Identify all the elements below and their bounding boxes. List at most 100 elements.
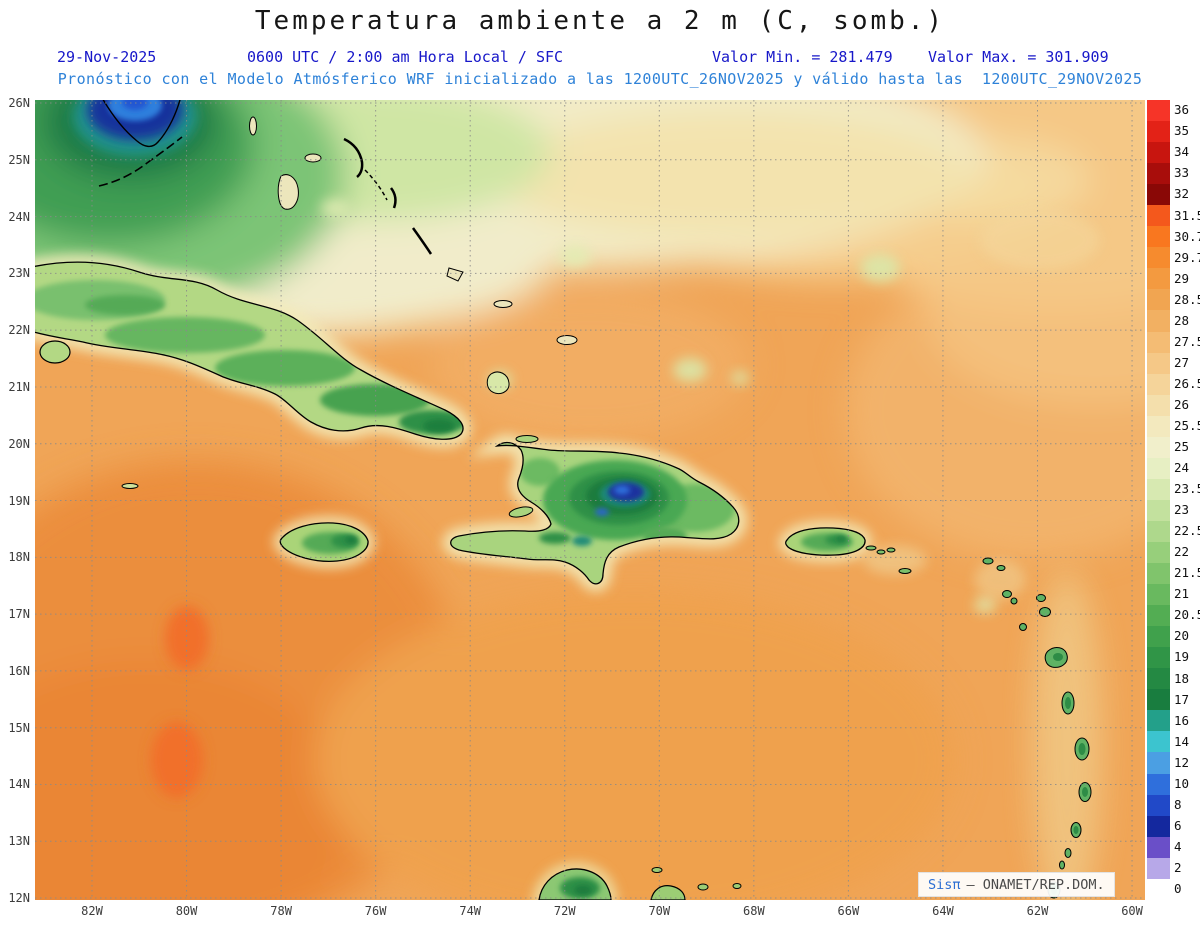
- colorbar-label: 33: [1174, 165, 1190, 181]
- colorbar-swatch: [1147, 289, 1170, 311]
- colorbar-swatch: [1147, 878, 1170, 900]
- map-area: [35, 100, 1145, 900]
- colorbar-entry: 17: [1147, 689, 1200, 711]
- colorbar-label: 20: [1174, 628, 1190, 644]
- page-title: Temperatura ambiente a 2 m (C, somb.): [254, 6, 946, 36]
- colorbar-swatch: [1147, 626, 1170, 648]
- colorbar-swatch: [1147, 647, 1170, 669]
- lat-tick-label: 15N: [8, 720, 30, 735]
- colorbar-label: 26: [1174, 396, 1190, 412]
- colorbar-label: 23.5: [1174, 481, 1200, 497]
- colorbar-swatch: [1147, 584, 1170, 606]
- colorbar-swatch: [1147, 331, 1170, 353]
- lat-tick-label: 19N: [8, 493, 30, 508]
- colorbar-entry: 34: [1147, 142, 1200, 164]
- colorbar-swatch: [1147, 520, 1170, 542]
- colorbar-entry: 26.5: [1147, 373, 1200, 395]
- colorbar-label: 6: [1174, 817, 1182, 833]
- lat-tick-label: 13N: [8, 834, 30, 849]
- colorbar-label: 4: [1174, 838, 1182, 854]
- watermark: Sisπ – ONAMET/REP.DOM.: [918, 872, 1115, 897]
- colorbar-entry: 23: [1147, 499, 1200, 521]
- lat-tick-label: 16N: [8, 663, 30, 678]
- colorbar-label: 14: [1174, 733, 1190, 749]
- colorbar-label: 8: [1174, 796, 1182, 812]
- lon-tick-label: 70W: [648, 904, 671, 918]
- colorbar-label: 2: [1174, 859, 1182, 875]
- grid-layer: [35, 100, 1145, 900]
- colorbar-label: 20.5: [1174, 607, 1200, 623]
- colorbar-entry: 20.5: [1147, 605, 1200, 627]
- lon-tick-label: 80W: [175, 904, 198, 918]
- colorbar-label: 25.5: [1174, 417, 1200, 433]
- cold-core-layer: [73, 100, 197, 156]
- lat-tick-label: 20N: [8, 436, 30, 451]
- colorbar-label: 25: [1174, 439, 1190, 455]
- colorbar-label: 17: [1174, 691, 1190, 707]
- colorbar-swatch: [1147, 605, 1170, 627]
- hot-spots-layer: [151, 606, 209, 798]
- colorbar-swatch: [1147, 815, 1170, 837]
- colorbar-entry: 25: [1147, 436, 1200, 458]
- lat-tick-label: 22N: [8, 323, 30, 338]
- colorbar-swatch: [1147, 352, 1170, 374]
- colorbar-entry: 24: [1147, 457, 1200, 479]
- valor-min-text: Valor Min. = 281.479: [712, 48, 893, 66]
- watermark-org: – ONAMET/REP.DOM.: [966, 876, 1105, 893]
- colorbar-swatch: [1147, 689, 1170, 711]
- colorbar-label: 24: [1174, 460, 1190, 476]
- colorbar-swatch: [1147, 668, 1170, 690]
- colorbar-entry: 8: [1147, 794, 1200, 816]
- lon-tick-label: 74W: [459, 904, 482, 918]
- colorbar-label: 27: [1174, 354, 1190, 370]
- colorbar-swatch: [1147, 310, 1170, 332]
- island-jamaica: [279, 522, 369, 562]
- colorbar-label: 12: [1174, 754, 1190, 770]
- island-cuba: [35, 261, 464, 489]
- sea-field-layer: [35, 100, 1145, 900]
- colorbar-entry: 25.5: [1147, 415, 1200, 437]
- colorbar-entry: 31.5: [1147, 205, 1200, 227]
- colorbar-swatch: [1147, 436, 1170, 458]
- colorbar-entry: 22.5: [1147, 520, 1200, 542]
- colorbar-label: 22: [1174, 544, 1190, 560]
- lon-tick-label: 72W: [553, 904, 576, 918]
- colorbar-entry: 23.5: [1147, 478, 1200, 500]
- lat-tick-label: 21N: [8, 379, 30, 394]
- colorbar-swatch: [1147, 394, 1170, 416]
- forecast-line: Pronóstico con el Modelo Atmósferico WRF…: [57, 70, 1143, 88]
- lat-tick-label: 26N: [8, 96, 30, 110]
- colorbar-swatch: [1147, 205, 1170, 227]
- colorbar-swatch: [1147, 836, 1170, 858]
- colorbar-swatch: [1147, 163, 1170, 185]
- colorbar-label: 31.5: [1174, 207, 1200, 223]
- colorbar-swatch: [1147, 731, 1170, 753]
- lon-tick-label: 60W: [1121, 904, 1143, 918]
- colorbar-entry: 22: [1147, 541, 1200, 564]
- colorbar-swatch: [1147, 268, 1170, 290]
- colorbar-entry: 29.7: [1147, 247, 1200, 269]
- colorbar-swatch: [1147, 710, 1170, 732]
- valor-max-text: Valor Max. = 301.909: [928, 48, 1109, 66]
- colorbar-swatch: [1147, 563, 1170, 585]
- lat-tick-label: 17N: [8, 607, 30, 622]
- lon-tick-label: 64W: [932, 904, 954, 918]
- lon-tick-label: 82W: [81, 904, 103, 918]
- colorbar-swatch: [1147, 541, 1170, 564]
- lon-tick-label: 62W: [1026, 904, 1049, 918]
- colorbar-label: 30.7: [1174, 228, 1200, 244]
- colorbar-entry: 10: [1147, 773, 1200, 795]
- lon-tick-label: 66W: [837, 904, 860, 918]
- colorbar-label: 23: [1174, 502, 1190, 518]
- colorbar-entry: 27: [1147, 352, 1200, 374]
- colorbar-entry: 28: [1147, 310, 1200, 332]
- colorbar-swatch: [1147, 142, 1170, 164]
- lon-tick-label: 78W: [270, 904, 292, 918]
- colorbar-entry: 12: [1147, 752, 1200, 774]
- colorbar-swatch: [1147, 247, 1170, 269]
- valid-time-text: 0600 UTC / 2:00 am Hora Local / SFC: [247, 48, 564, 66]
- islands-bahamas: [249, 116, 578, 395]
- colorbar-entry: 35: [1147, 121, 1200, 143]
- colorbar-entry: 29: [1147, 268, 1200, 290]
